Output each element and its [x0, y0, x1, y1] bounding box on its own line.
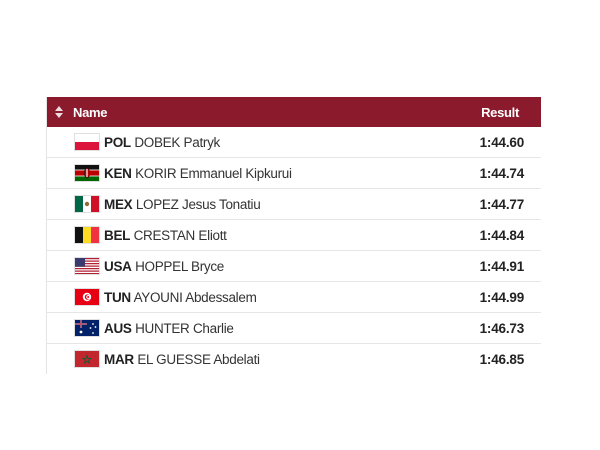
country-code: AUS [104, 321, 132, 336]
australia-flag-icon [75, 320, 99, 336]
result-value: 1:44.84 [479, 228, 525, 243]
athlete-name: CRESTAN Eliott [133, 228, 227, 243]
athlete-name: HUNTER Charlie [135, 321, 234, 336]
country-code: KEN [104, 166, 132, 181]
result-value: 1:44.60 [479, 135, 525, 150]
athlete-cell: MAR EL GUESSE Abdelati [104, 352, 260, 367]
athlete-cell: KEN KORIR Emmanuel Kipkurui [104, 166, 292, 181]
sort-icon[interactable] [55, 106, 63, 118]
table-row[interactable]: MAR EL GUESSE Abdelati 1:46.85 [47, 344, 541, 374]
poland-flag-icon [75, 134, 99, 150]
belgium-flag-icon [75, 227, 99, 243]
athlete-cell: BEL CRESTAN Eliott [104, 228, 227, 243]
results-table: Name Result POL DOBEK Patryk 1:44.60 [46, 97, 541, 374]
result-value: 1:44.77 [479, 197, 525, 212]
athlete-name: DOBEK Patryk [134, 135, 220, 150]
table-row[interactable]: TUN AYOUNI Abdessalem 1:44.99 [47, 282, 541, 313]
athlete-name: KORIR Emmanuel Kipkurui [135, 166, 292, 181]
table-row[interactable]: BEL CRESTAN Eliott 1:44.84 [47, 220, 541, 251]
athlete-cell: POL DOBEK Patryk [104, 135, 220, 150]
athlete-cell: MEX LOPEZ Jesus Tonatiu [104, 197, 261, 212]
country-code: USA [104, 259, 132, 274]
mexico-flag-icon [75, 196, 99, 212]
athlete-name: EL GUESSE Abdelati [137, 352, 260, 367]
kenya-flag-icon [75, 165, 99, 181]
athlete-cell: AUS HUNTER Charlie [104, 321, 234, 336]
athlete-name: HOPPEL Bryce [135, 259, 224, 274]
morocco-flag-icon [75, 351, 99, 367]
result-value: 1:46.85 [479, 352, 525, 367]
athlete-name: AYOUNI Abdessalem [133, 290, 257, 305]
table-row[interactable]: USA HOPPEL Bryce 1:44.91 [47, 251, 541, 282]
table-header: Name Result [47, 97, 541, 127]
table-row[interactable]: POL DOBEK Patryk 1:44.60 [47, 127, 541, 158]
country-code: BEL [104, 228, 131, 243]
athlete-cell: TUN AYOUNI Abdessalem [104, 290, 257, 305]
result-column-header[interactable]: Result [481, 105, 519, 120]
result-value: 1:44.99 [479, 290, 525, 305]
table-row[interactable]: MEX LOPEZ Jesus Tonatiu 1:44.77 [47, 189, 541, 220]
result-value: 1:44.91 [479, 259, 525, 274]
tunisia-flag-icon [75, 289, 99, 305]
usa-flag-icon [75, 258, 99, 274]
country-code: TUN [104, 290, 131, 305]
country-code: MAR [104, 352, 134, 367]
name-column-header[interactable]: Name [73, 105, 108, 120]
result-value: 1:46.73 [479, 321, 525, 336]
result-value: 1:44.74 [479, 166, 525, 181]
table-row[interactable]: KEN KORIR Emmanuel Kipkurui 1:44.74 [47, 158, 541, 189]
athlete-cell: USA HOPPEL Bryce [104, 259, 224, 274]
country-code: MEX [104, 197, 133, 212]
country-code: POL [104, 135, 131, 150]
table-row[interactable]: AUS HUNTER Charlie 1:46.73 [47, 313, 541, 344]
athlete-name: LOPEZ Jesus Tonatiu [135, 197, 261, 212]
